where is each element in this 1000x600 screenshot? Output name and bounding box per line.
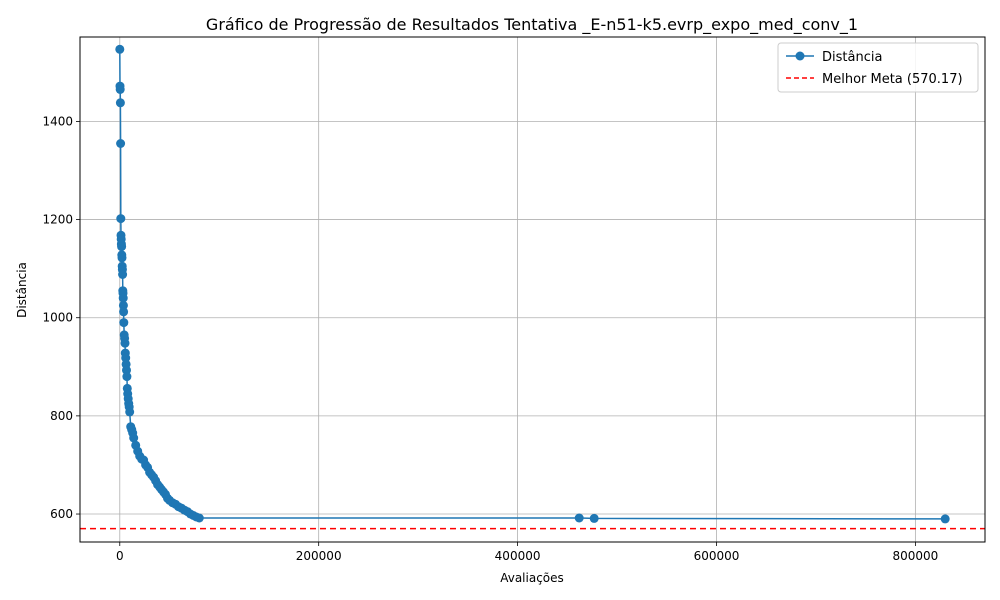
data-point xyxy=(116,139,126,148)
data-point xyxy=(115,44,125,54)
x-tick-label: 0 xyxy=(116,549,124,563)
x-axis-label: Avaliações xyxy=(500,571,564,585)
data-point xyxy=(118,300,128,310)
data-point xyxy=(129,433,139,443)
data-point xyxy=(574,513,584,523)
y-tick-label: 1200 xyxy=(42,213,73,227)
data-point xyxy=(117,242,127,252)
data-point xyxy=(118,293,128,303)
grid xyxy=(80,37,985,542)
data-point xyxy=(120,338,130,348)
data-point xyxy=(118,270,128,279)
data-point xyxy=(119,318,129,328)
y-tick-label: 1000 xyxy=(42,311,73,325)
x-tick-label: 200000 xyxy=(296,549,342,563)
plot-area xyxy=(80,44,985,530)
legend-reference-label: Melhor Meta (570.17) xyxy=(822,72,963,87)
chart-title: Gráfico de Progressão de Resultados Tent… xyxy=(206,15,858,35)
data-point xyxy=(119,307,129,317)
y-tick-label: 600 xyxy=(50,507,73,521)
legend-series-label: Distância xyxy=(822,50,882,65)
legend-series-marker xyxy=(795,51,805,61)
axes-frame xyxy=(79,36,986,543)
data-point xyxy=(116,214,126,224)
y-tick-label: 1400 xyxy=(42,114,73,128)
axis-ticks: 0 200000 400000 600000 800000 600 800 1000 1200 1… xyxy=(42,114,938,563)
legend-box xyxy=(777,42,979,93)
y-tick-label: 800 xyxy=(50,409,73,423)
data-point xyxy=(125,407,135,417)
data-point xyxy=(117,253,127,263)
data-point xyxy=(940,514,950,524)
data-point xyxy=(589,513,599,523)
y-axis-label: Distância xyxy=(15,262,29,318)
data-point xyxy=(122,372,132,382)
x-tick-label: 800000 xyxy=(892,549,938,563)
x-tick-label: 400000 xyxy=(495,549,541,563)
x-tick-label: 600000 xyxy=(694,549,740,563)
data-point xyxy=(194,513,204,523)
data-point xyxy=(115,85,125,94)
data-point xyxy=(122,365,131,375)
legend: Distância Melhor Meta (570.17) xyxy=(777,42,979,93)
data-point xyxy=(115,98,125,108)
